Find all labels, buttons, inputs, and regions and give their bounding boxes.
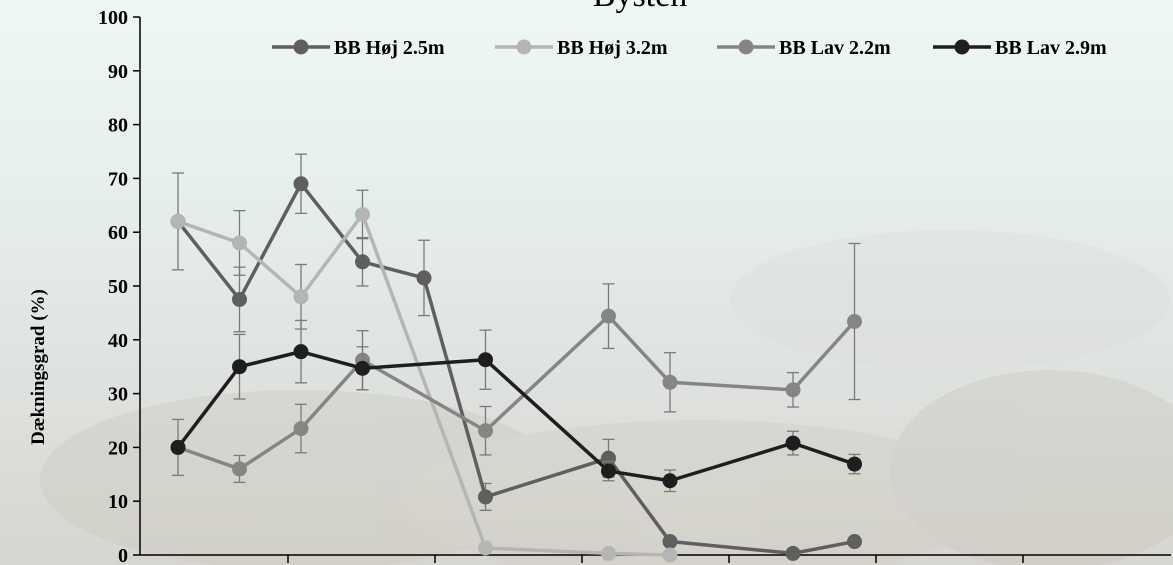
data-point [416, 270, 432, 286]
data-point [478, 352, 493, 368]
data-point [847, 534, 862, 550]
data-point [601, 463, 616, 479]
y-tick-label: 80 [108, 115, 128, 137]
legend-entry-0: BB Høj 2.5m [272, 37, 445, 59]
data-point [355, 206, 370, 222]
data-point [662, 547, 678, 563]
data-point [785, 382, 801, 398]
legend-label: BB Lav 2.2m [779, 37, 891, 59]
series-3 [170, 319, 862, 493]
legend-marker [954, 39, 970, 55]
legend-marker [516, 39, 532, 55]
data-point [232, 291, 247, 307]
legend-label: BB Høj 3.2m [557, 37, 668, 59]
data-point [478, 489, 493, 505]
data-point [293, 289, 309, 305]
data-point [478, 540, 493, 556]
legend: BB Høj 2.5m BB Høj 3.2m BB Lav 2.2m BB Lav … [272, 37, 1107, 59]
y-tick-label: 0 [118, 545, 128, 565]
y-tick-label: 10 [108, 491, 128, 513]
data-point [601, 545, 616, 561]
data-point [170, 213, 186, 229]
data-point [232, 461, 247, 477]
series-layer [170, 153, 862, 563]
data-point [662, 374, 678, 390]
data-point [293, 421, 309, 437]
data-point [847, 314, 862, 330]
legend-entry-2: BB Lav 2.2m [717, 37, 891, 59]
series-line [176, 182, 855, 556]
data-point [355, 254, 370, 270]
data-point [662, 534, 678, 550]
y-tick-label: 20 [108, 437, 128, 459]
legend-entry-3: BB Lav 2.9m [933, 37, 1107, 59]
y-tick-label: 40 [108, 330, 128, 352]
data-point [232, 235, 247, 251]
data-point [847, 456, 862, 472]
y-tick-label: 100 [98, 7, 128, 29]
data-point [355, 360, 370, 376]
data-point [478, 423, 493, 439]
y-tick-label: 60 [108, 222, 128, 244]
data-point [293, 176, 309, 192]
data-point [601, 308, 616, 324]
y-axis: 0 10 20 30 40 50 60 70 80 90 100 [98, 7, 141, 565]
legend-entry-1: BB Høj 3.2m [495, 37, 668, 59]
data-point [232, 359, 247, 375]
y-tick-label: 70 [108, 168, 128, 190]
y-tick-label: 90 [108, 61, 128, 83]
data-point [785, 435, 801, 451]
background-texture [40, 230, 1173, 565]
legend-label: BB Lav 2.9m [995, 37, 1107, 59]
series-2 [170, 242, 862, 484]
y-tick-label: 50 [108, 276, 128, 298]
legend-label: BB Høj 2.5m [334, 37, 445, 59]
y-axis-label: Dækningsgrad (%) [28, 289, 49, 445]
data-point [170, 439, 186, 455]
legend-marker [738, 39, 754, 55]
data-point [662, 473, 678, 489]
data-point [785, 545, 801, 561]
legend-marker [293, 39, 309, 55]
chart-title: Bysten [593, 0, 687, 14]
data-point [293, 344, 309, 360]
y-tick-label: 30 [108, 384, 128, 406]
